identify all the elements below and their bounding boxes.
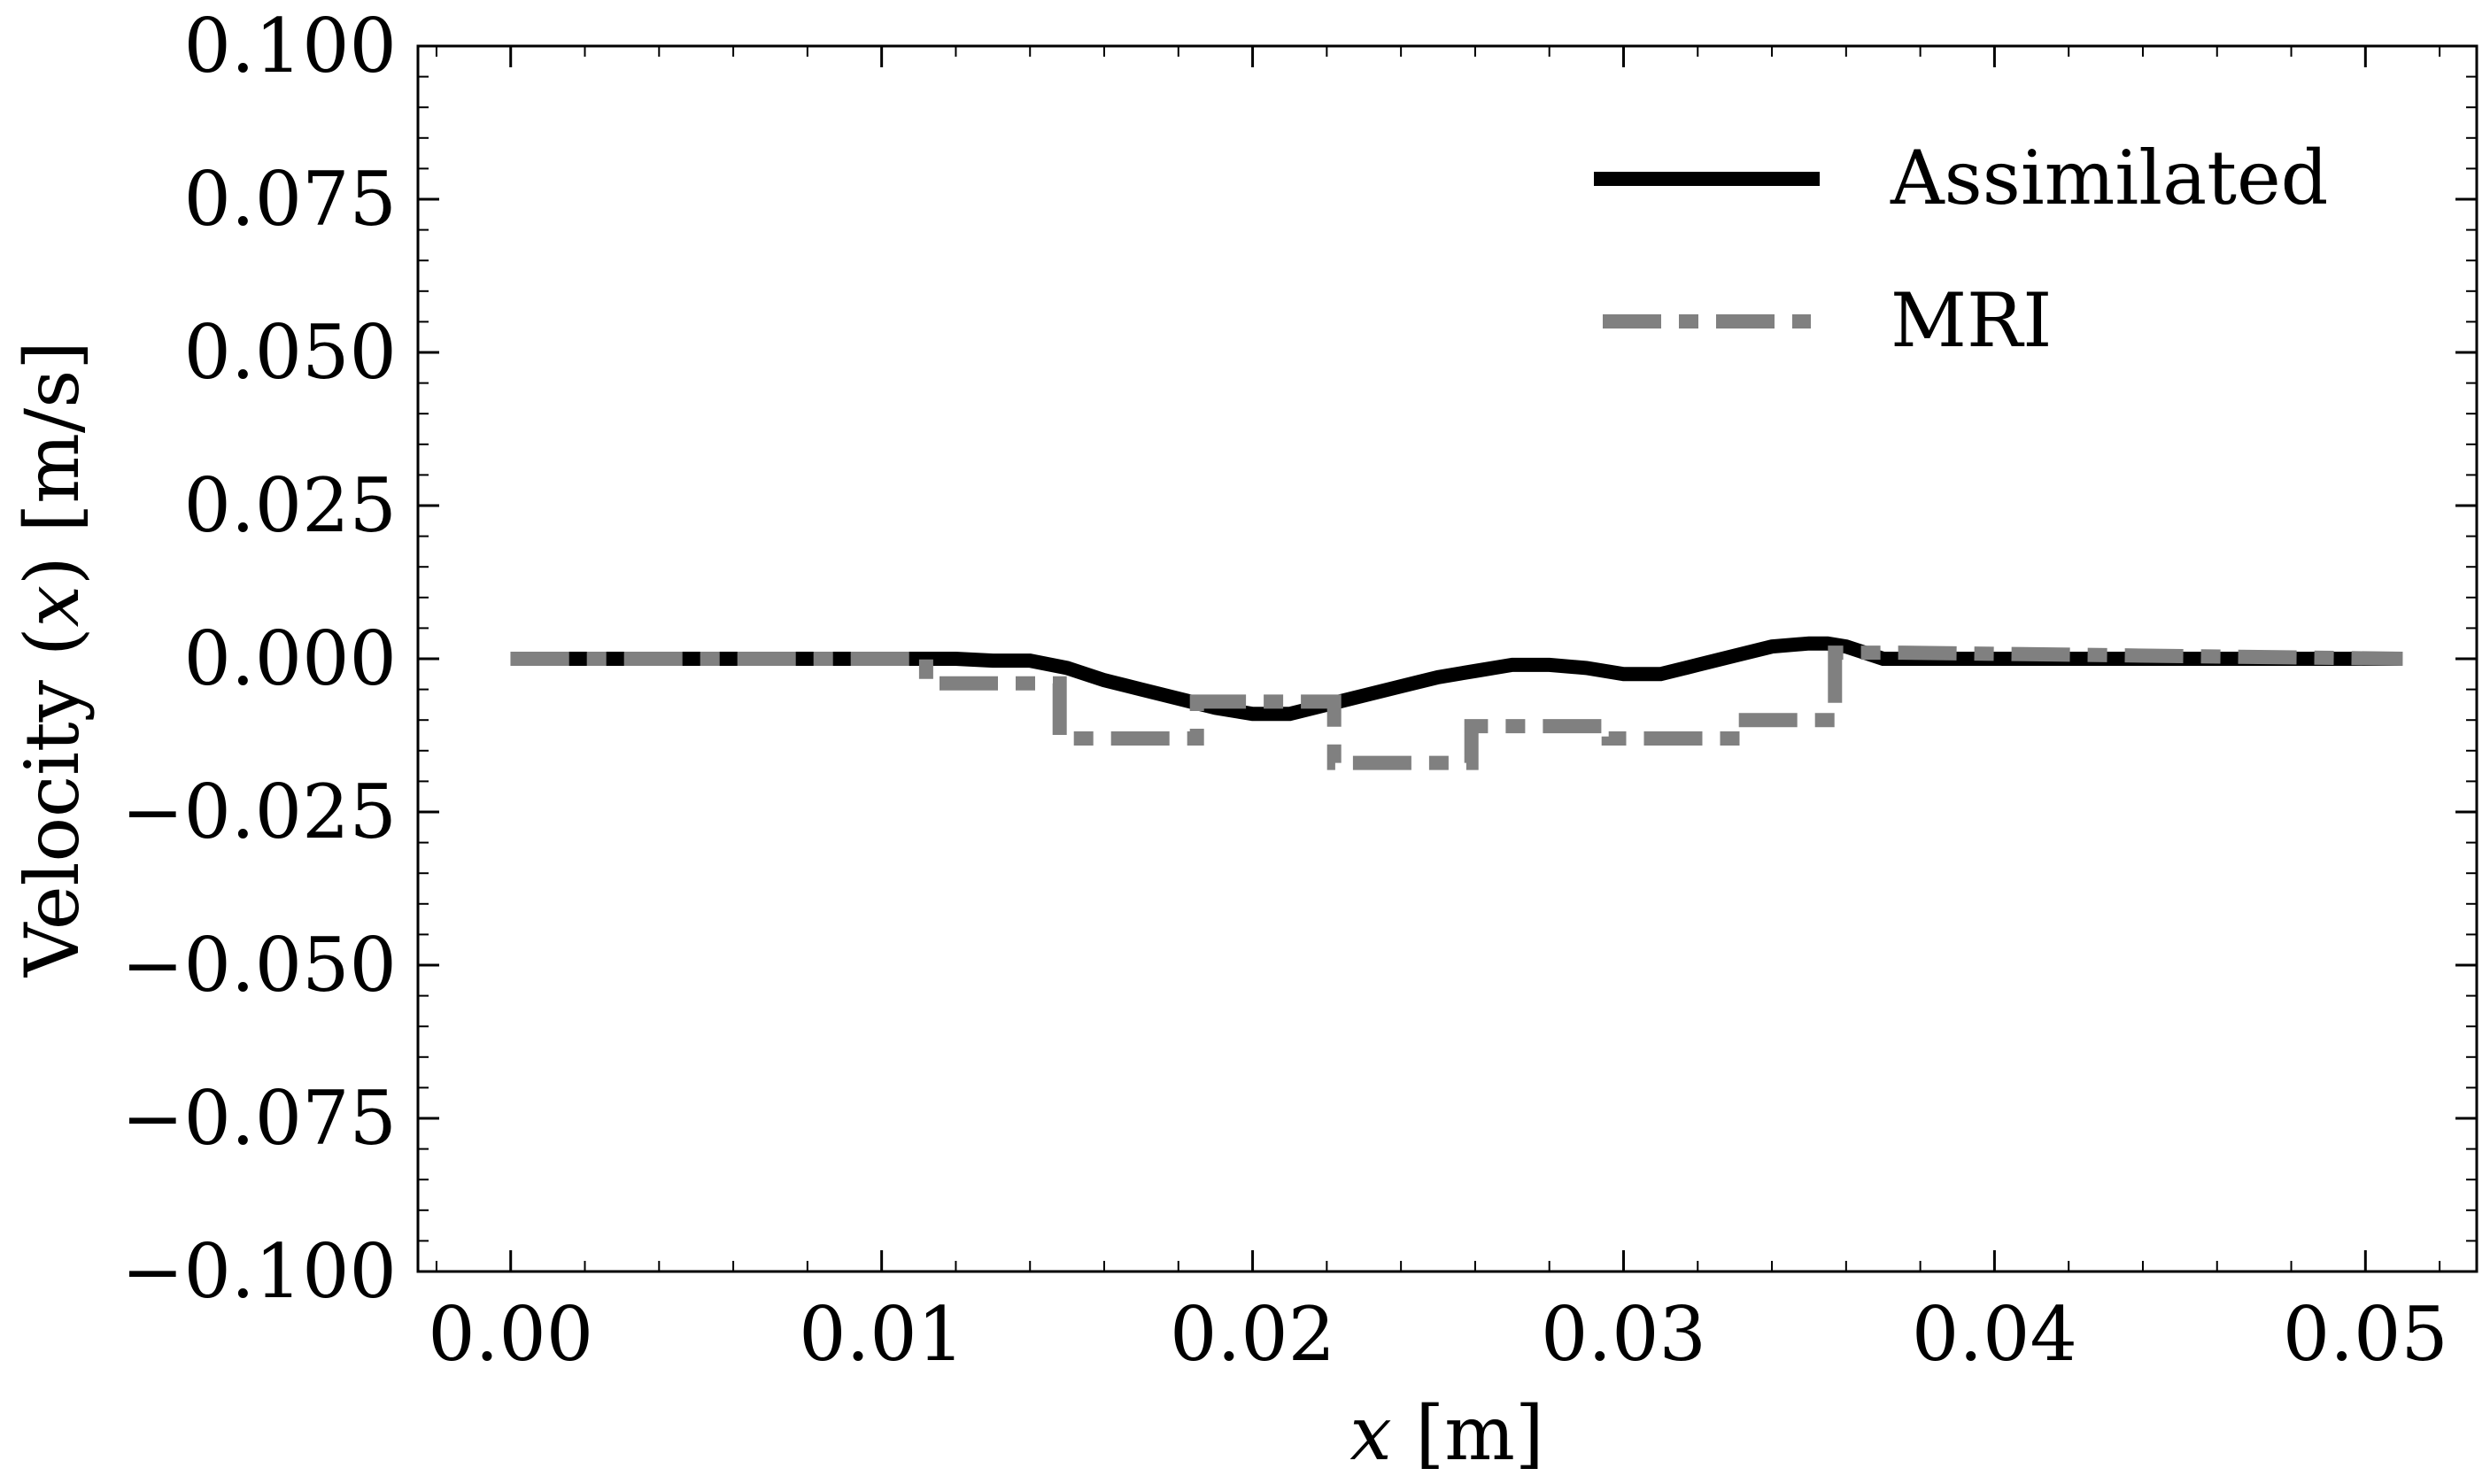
y-tick-label: 0.000 xyxy=(184,615,397,702)
legend-label-assimilated: Assimilated xyxy=(1890,135,2328,221)
y-tick-label: −0.050 xyxy=(121,922,397,1009)
x-tick-label: 0.00 xyxy=(428,1291,593,1378)
x-tick-label: 0.03 xyxy=(1541,1291,1706,1378)
x-tick-label: 0.04 xyxy=(1912,1291,2077,1378)
x-tick-labels: 0.00 0.01 0.02 0.03 0.04 0.05 xyxy=(428,1291,2448,1378)
legend: Assimilated MRI xyxy=(1594,135,2328,364)
y-tick-labels: 0.100 0.075 0.050 0.025 0.000 −0.025 −0.050 −0.… xyxy=(121,3,397,1315)
series-line-assimilated xyxy=(510,636,2403,722)
y-axis-title: Velocity (x) [m/s] xyxy=(9,341,96,978)
y-tick-label: 0.050 xyxy=(184,309,397,396)
series-layer xyxy=(510,636,2403,770)
x-tick-label: 0.01 xyxy=(799,1291,964,1378)
y-tick-label: −0.025 xyxy=(121,769,397,855)
x-tick-label: 0.05 xyxy=(2283,1291,2448,1378)
y-tick-label: 0.025 xyxy=(184,462,397,549)
x-tick-label: 0.02 xyxy=(1170,1291,1335,1378)
y-tick-label: −0.100 xyxy=(121,1228,397,1315)
tick-layer xyxy=(418,44,2477,1273)
legend-label-mri: MRI xyxy=(1891,277,2052,364)
y-tick-label: 0.075 xyxy=(184,156,397,243)
y-tick-label: 0.100 xyxy=(184,3,397,89)
x-axis-title: x [m] xyxy=(1349,1390,1543,1477)
series-line-mri xyxy=(510,645,2403,770)
y-tick-label: −0.075 xyxy=(121,1075,397,1162)
